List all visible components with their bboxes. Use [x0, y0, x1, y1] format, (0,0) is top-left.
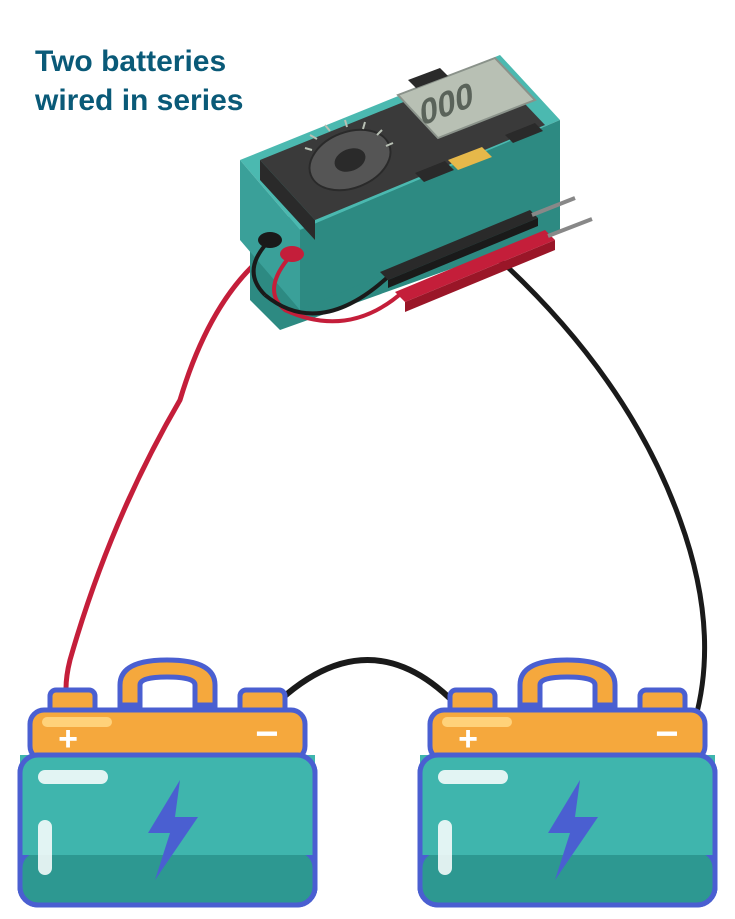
title-line-2: wired in series	[35, 84, 243, 117]
plus-label: +	[458, 720, 478, 758]
black-lead-wire	[500, 260, 705, 720]
diagram-canvas: 000	[0, 0, 735, 919]
minus-label: −	[655, 712, 678, 756]
battery-2: + −	[420, 660, 715, 905]
battery-1: + −	[20, 660, 315, 905]
title-line-1: Two batteries	[35, 45, 226, 78]
multimeter: 000	[240, 55, 592, 330]
minus-label: −	[255, 712, 278, 756]
plus-label: +	[58, 720, 78, 758]
red-lead-wire	[66, 255, 265, 720]
diagram-title: Two batteries wired in series	[35, 42, 243, 120]
